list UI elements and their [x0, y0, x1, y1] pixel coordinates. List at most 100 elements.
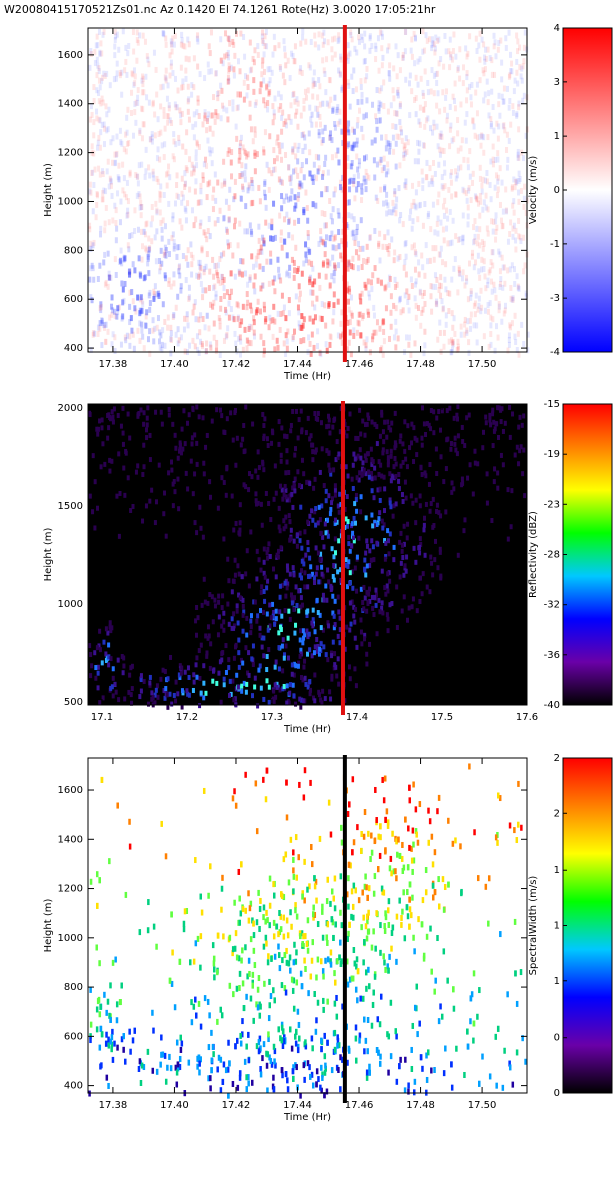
texture: [522, 204, 525, 210]
texture: [487, 112, 490, 118]
texture: [213, 966, 216, 972]
texture: [243, 97, 246, 103]
texture: [259, 633, 262, 638]
texture: [406, 522, 409, 527]
texture: [257, 52, 260, 58]
texture: [139, 1058, 142, 1064]
texture: [331, 55, 334, 61]
texture: [185, 471, 188, 476]
texture: [198, 648, 201, 653]
texture: [441, 174, 444, 180]
texture: [489, 182, 492, 188]
texture: [491, 316, 494, 322]
texture: [186, 421, 189, 426]
texture: [99, 231, 102, 237]
texture: [92, 84, 95, 90]
texture: [365, 986, 368, 992]
texture: [332, 309, 335, 315]
texture: [113, 52, 116, 58]
texture: [176, 244, 179, 250]
texture: [172, 271, 175, 277]
texture: [348, 199, 351, 205]
texture: [464, 45, 467, 51]
texture: [430, 561, 433, 566]
texture: [404, 563, 407, 568]
texture: [184, 348, 187, 354]
texture: [106, 631, 109, 636]
texture: [499, 38, 502, 44]
texture: [117, 163, 120, 169]
texture: [140, 1080, 143, 1086]
texture: [399, 126, 402, 132]
texture: [257, 185, 260, 191]
texture: [269, 259, 272, 265]
texture: [423, 273, 426, 279]
texture: [368, 983, 371, 989]
texture: [179, 1035, 182, 1041]
texture: [237, 1085, 240, 1091]
texture: [240, 135, 243, 141]
texture: [503, 310, 506, 316]
texture: [239, 195, 242, 201]
texture: [207, 893, 210, 899]
texture: [393, 334, 396, 340]
texture: [498, 307, 501, 313]
texture: [327, 956, 330, 962]
texture: [415, 452, 418, 457]
texture: [170, 60, 173, 66]
texture: [242, 34, 245, 40]
texture: [489, 322, 492, 328]
texture: [152, 317, 155, 323]
texture: [246, 75, 249, 81]
texture: [104, 282, 107, 288]
texture: [168, 407, 171, 412]
texture: [140, 106, 143, 112]
texture: [374, 475, 377, 480]
texture: [304, 252, 307, 258]
texture: [207, 999, 210, 1005]
texture: [231, 253, 234, 259]
texture: [354, 961, 357, 967]
texture: [421, 591, 424, 596]
texture: [464, 120, 467, 126]
texture: [160, 248, 163, 254]
texture: [451, 325, 454, 331]
texture: [139, 929, 142, 935]
texture: [439, 428, 442, 433]
texture: [410, 48, 413, 54]
texture: [250, 474, 253, 479]
texture: [287, 197, 290, 203]
texture: [355, 1024, 358, 1030]
texture: [449, 173, 452, 179]
texture: [317, 1000, 320, 1006]
texture: [444, 286, 447, 292]
texture: [433, 989, 436, 995]
texture: [491, 289, 494, 295]
texture: [128, 269, 131, 275]
texture: [262, 653, 265, 658]
texture: [184, 149, 187, 155]
texture: [312, 608, 315, 613]
texture: [299, 291, 302, 297]
texture: [390, 601, 393, 606]
texture: [198, 676, 201, 681]
texture: [117, 413, 120, 418]
texture: [281, 497, 284, 502]
texture: [166, 113, 169, 119]
texture: [516, 273, 519, 279]
texture: [314, 629, 317, 634]
texture: [520, 969, 523, 975]
texture: [456, 289, 459, 295]
texture: [363, 43, 366, 49]
texture: [502, 429, 505, 434]
texture: [308, 249, 311, 255]
texture: [301, 132, 304, 138]
texture: [363, 636, 366, 641]
texture: [124, 281, 127, 287]
texture: [411, 226, 414, 232]
texture: [418, 203, 421, 209]
texture: [111, 217, 114, 223]
texture: [93, 98, 96, 104]
texture: [267, 501, 270, 506]
texture: [260, 686, 263, 691]
